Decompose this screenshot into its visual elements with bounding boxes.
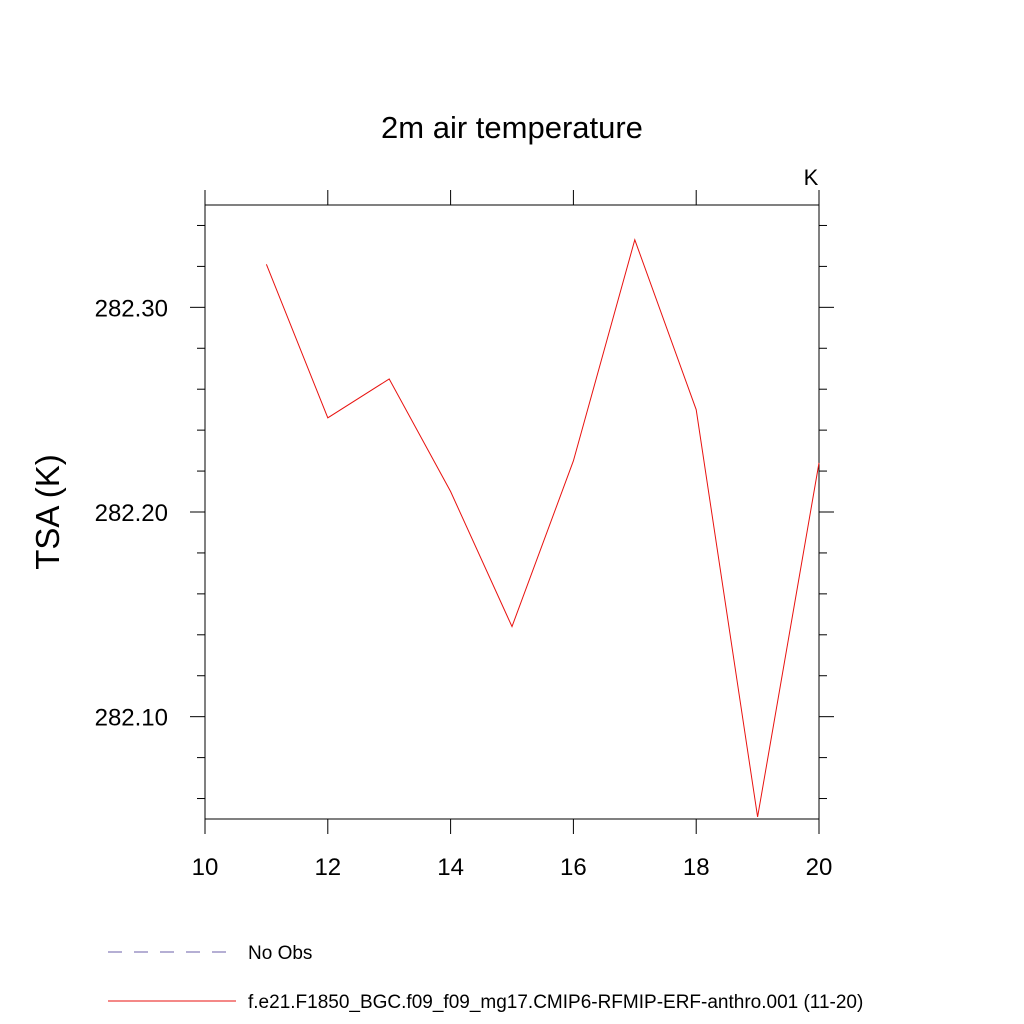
x-tick-label: 18 — [683, 854, 710, 881]
x-tick-label: 16 — [560, 854, 587, 881]
chart-title: 2m air temperature — [381, 110, 643, 145]
x-tick-label: 10 — [192, 854, 219, 881]
series-layer — [265, 238, 820, 818]
y-tick-label: 282.10 — [95, 705, 168, 732]
y-tick-label: 282.20 — [95, 500, 168, 527]
legend-label: No Obs — [248, 943, 312, 964]
y-tick-label: 282.30 — [95, 295, 168, 322]
plot-frame — [204, 204, 820, 820]
x-tick-label: 14 — [437, 854, 464, 881]
tick-labels: 10 12 14 16 18 20 282.10 282.20 282.30 — [95, 295, 833, 881]
x-tick-label: 12 — [314, 854, 341, 881]
units-label: K — [804, 165, 819, 190]
x-tick-label: 20 — [806, 854, 833, 881]
legend-label: f.e21.F1850_BGC.f09_f09_mg17.CMIP6-RFMIP… — [248, 992, 863, 1013]
series-line — [265, 238, 820, 818]
axis-ticks — [190, 190, 834, 834]
y-axis-label: TSA (K) — [29, 454, 66, 570]
legend: No Obs f.e21.F1850_BGC.f09_f09_mg17.CMIP6… — [108, 943, 863, 1013]
